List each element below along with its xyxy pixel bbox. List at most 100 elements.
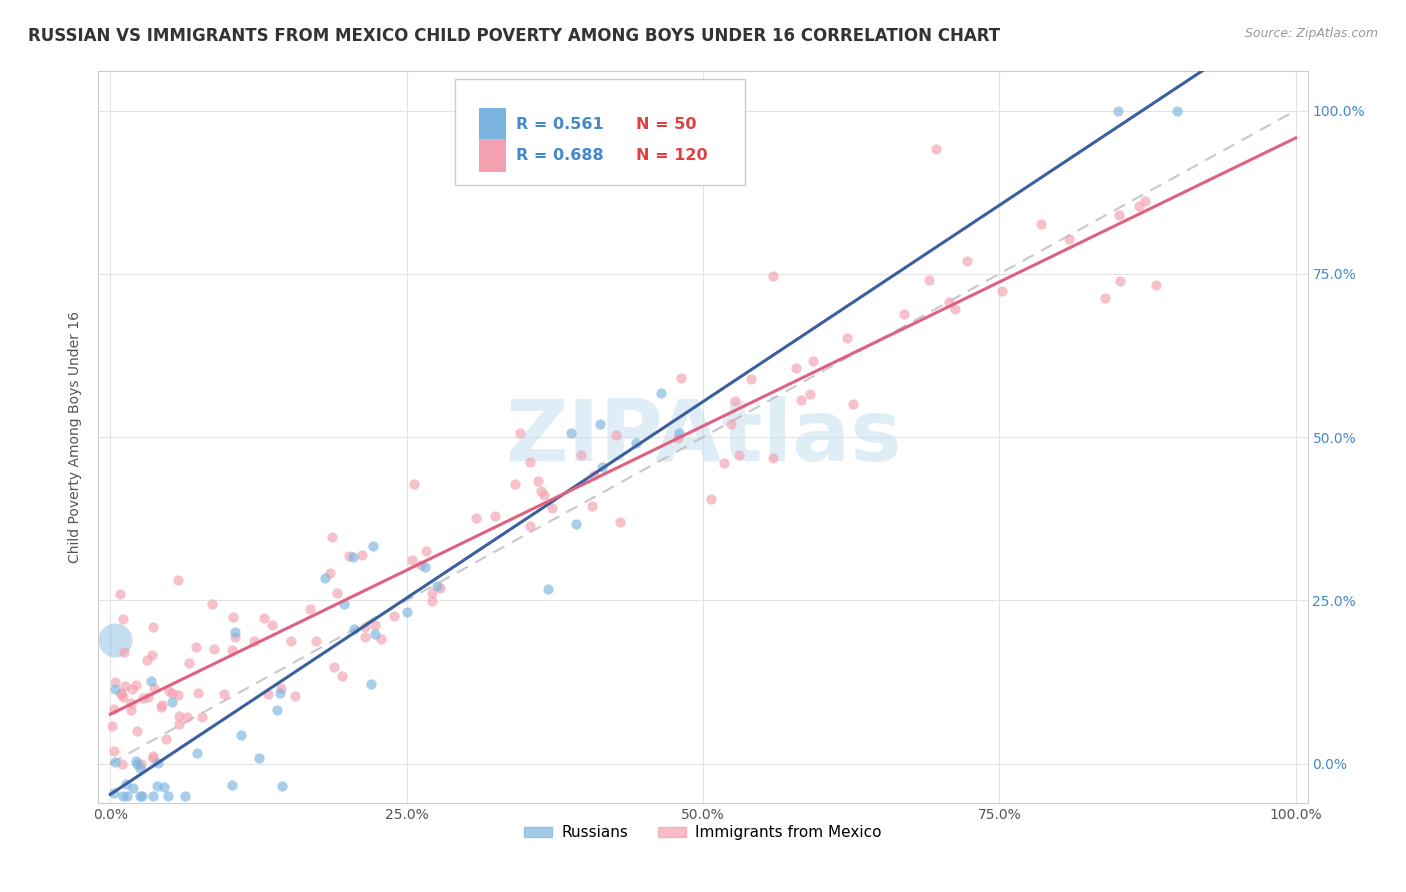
Point <box>110 685 132 699</box>
Point <box>938 295 960 310</box>
Point <box>153 780 176 794</box>
Point <box>364 617 387 632</box>
Point <box>150 698 173 712</box>
Point <box>114 679 136 693</box>
Point <box>943 301 966 316</box>
Text: R = 0.688: R = 0.688 <box>516 148 603 163</box>
Point <box>762 269 785 284</box>
Point <box>304 634 326 648</box>
Legend: Russians, Immigrants from Mexico: Russians, Immigrants from Mexico <box>519 819 887 847</box>
Point <box>533 488 555 502</box>
Point <box>420 586 443 600</box>
Point <box>110 687 132 701</box>
Point <box>174 789 197 804</box>
Point <box>166 573 188 587</box>
Point <box>361 539 384 553</box>
Point <box>429 582 451 596</box>
Point <box>131 789 153 804</box>
Point <box>104 755 127 769</box>
Point <box>1107 103 1129 118</box>
Point <box>409 558 432 573</box>
Point <box>202 642 225 657</box>
Point <box>1094 291 1116 305</box>
Point <box>115 777 138 791</box>
Point <box>139 673 162 688</box>
Point <box>224 630 246 644</box>
Point <box>221 778 243 792</box>
Point <box>668 425 690 440</box>
Point <box>112 612 135 626</box>
Point <box>893 307 915 321</box>
Point <box>111 789 134 804</box>
FancyBboxPatch shape <box>456 78 745 185</box>
Point <box>789 393 811 408</box>
Point <box>541 501 564 516</box>
Point <box>509 425 531 440</box>
Point <box>384 608 406 623</box>
Point <box>426 579 449 593</box>
Point <box>160 686 183 700</box>
Point <box>360 677 382 691</box>
Point <box>591 460 613 475</box>
Point <box>484 508 506 523</box>
Text: N = 50: N = 50 <box>637 117 697 131</box>
Point <box>314 571 336 585</box>
Point <box>125 678 148 692</box>
Point <box>184 640 207 655</box>
Point <box>186 746 208 760</box>
Point <box>243 633 266 648</box>
Point <box>537 582 560 596</box>
Point <box>326 586 349 600</box>
Point <box>720 417 742 431</box>
Point <box>266 703 288 717</box>
Point <box>1109 274 1132 288</box>
Point <box>925 142 948 156</box>
Point <box>837 330 859 344</box>
Text: R = 0.561: R = 0.561 <box>516 117 603 131</box>
Point <box>142 751 165 765</box>
Point <box>413 559 436 574</box>
Point <box>917 273 939 287</box>
Text: RUSSIAN VS IMMIGRANTS FROM MEXICO CHILD POVERTY AMONG BOYS UNDER 16 CORRELATION : RUSSIAN VS IMMIGRANTS FROM MEXICO CHILD … <box>28 27 1000 45</box>
Point <box>269 686 291 700</box>
Point <box>262 618 284 632</box>
Point <box>141 648 163 663</box>
Point <box>100 719 122 733</box>
Point <box>1135 194 1157 208</box>
Point <box>724 394 747 409</box>
Point <box>1166 103 1188 118</box>
Point <box>402 476 425 491</box>
Point <box>319 566 342 580</box>
Point <box>1057 232 1080 246</box>
Point <box>157 789 180 804</box>
Point <box>117 789 139 804</box>
Point <box>108 587 131 601</box>
Point <box>104 675 127 690</box>
Point <box>120 696 142 710</box>
Point <box>624 436 647 450</box>
Point <box>187 686 209 700</box>
Point <box>564 517 586 532</box>
Point <box>111 756 134 771</box>
Point <box>352 549 374 563</box>
Point <box>284 689 307 703</box>
Point <box>609 515 631 529</box>
Point <box>333 597 356 611</box>
Point <box>145 779 167 793</box>
Point <box>125 723 148 738</box>
Point <box>799 387 821 401</box>
Point <box>132 690 155 705</box>
Point <box>114 645 136 659</box>
Point <box>956 253 979 268</box>
Point <box>728 449 751 463</box>
Text: ZIPAtlas: ZIPAtlas <box>505 395 901 479</box>
Point <box>503 477 526 491</box>
Point <box>700 492 723 507</box>
Point <box>112 690 135 705</box>
Point <box>159 684 181 698</box>
Point <box>103 786 125 800</box>
Point <box>136 690 159 705</box>
Point <box>842 397 865 411</box>
Point <box>1144 277 1167 292</box>
Point <box>337 549 360 563</box>
